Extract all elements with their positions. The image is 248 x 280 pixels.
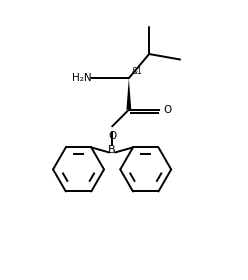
- Text: O: O: [163, 105, 172, 115]
- Polygon shape: [126, 78, 131, 110]
- Text: O: O: [108, 131, 117, 141]
- Text: H₂N: H₂N: [72, 73, 91, 83]
- Text: B: B: [108, 145, 116, 155]
- Text: &1: &1: [132, 67, 143, 76]
